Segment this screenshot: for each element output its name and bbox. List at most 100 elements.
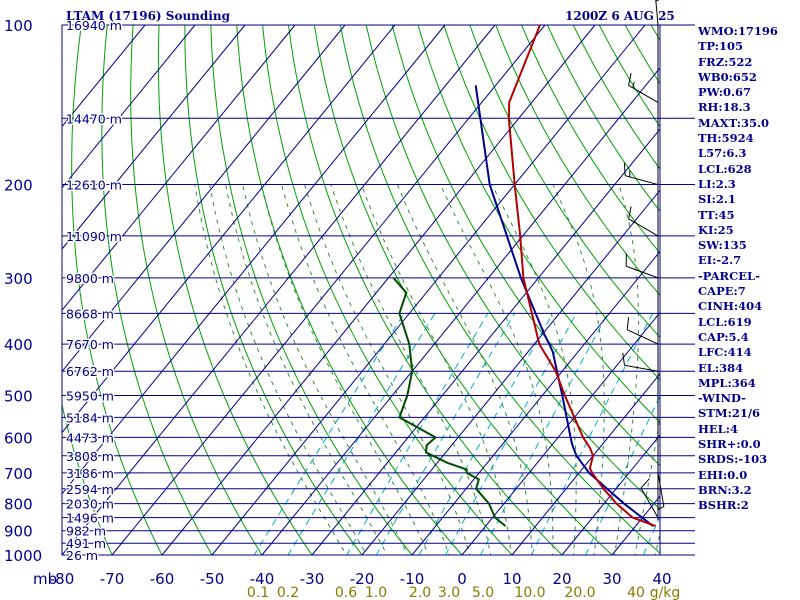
temperature-tick-label: -30 — [300, 570, 325, 588]
mixing-ratio-label: 3.0 — [438, 585, 460, 600]
moist-adiabat-line — [242, 184, 409, 555]
moist-adiabat-line — [552, 184, 605, 555]
dry-adiabat-line — [469, 25, 660, 339]
wind-barb-feather — [640, 478, 650, 489]
valid-time: 1200Z 6 AUG 25 — [565, 9, 675, 23]
isotherm-line — [61, 24, 446, 495]
index-item: KI:25 — [698, 222, 734, 237]
height-label: 11090 m — [66, 229, 122, 244]
index-item: LCL:628 — [698, 161, 752, 176]
wind-barb-staff — [628, 84, 659, 103]
mixing-ratio-label: 0.1 — [247, 585, 269, 600]
wind-barb-feather — [626, 317, 630, 330]
wind-barb — [625, 253, 659, 279]
temperature-tick-label: 10 — [502, 570, 521, 588]
moist-adiabat-line — [260, 184, 429, 555]
mixing-ratio-label: 20.0 — [564, 585, 595, 600]
isotherm-line — [261, 67, 661, 556]
index-item: STM:21/6 — [698, 406, 761, 421]
isotherm-line — [161, 24, 596, 556]
temperature-tick-label: -40 — [250, 570, 275, 588]
wind-barb-feather — [628, 206, 632, 219]
height-label: 5184 m — [66, 410, 114, 425]
wind-profile — [622, 0, 665, 520]
height-label: 5950 m — [66, 388, 114, 403]
temperature-tick-label: 20 — [552, 570, 571, 588]
dry-adiabat-line — [365, 25, 660, 510]
index-item: SHR+:0.0 — [698, 437, 761, 452]
index-item: RH:18.3 — [698, 100, 751, 115]
wind-barb-staff — [624, 364, 659, 372]
wind-barb-staff — [657, 472, 665, 507]
isotherm-line — [511, 373, 661, 556]
height-label: 12610 m — [66, 178, 122, 193]
dewpoint-line — [392, 277, 507, 527]
wind-barb — [640, 478, 659, 518]
mixing-ratio-label: 10.0 — [514, 585, 545, 600]
dry-adiabat-line — [288, 25, 563, 555]
index-item: MPL:364 — [698, 375, 756, 390]
index-item: -PARCEL- — [698, 268, 760, 283]
moist-adiabat-line — [209, 184, 368, 555]
index-item: MAXT:35.0 — [698, 115, 769, 130]
mixing-ratio-line — [642, 514, 660, 555]
mixing-ratio-line — [287, 313, 436, 555]
isotherm-line — [61, 24, 496, 556]
isotherm-line — [61, 24, 196, 189]
pressure-unit-label: mb — [33, 570, 57, 588]
temperature-tick-label: -60 — [150, 570, 175, 588]
index-item: CAP:5.4 — [698, 329, 749, 344]
wind-barb-half-feather — [658, 505, 665, 510]
index-item: LCL:619 — [698, 314, 752, 329]
index-item: EHI:0.0 — [698, 467, 748, 482]
pressure-tick-label: 900 — [4, 523, 33, 541]
isotherm-line — [561, 434, 661, 556]
moist-adiabat-line — [614, 184, 639, 555]
pressure-tick-label: 700 — [4, 465, 33, 483]
sounding-indices: WMO:17196 TP:105 FRZ:522 WB0:652 PW:0.67 RH:1… — [698, 24, 778, 514]
moist-adiabat-line — [396, 184, 533, 555]
mixing-ratio-label: 40 — [627, 585, 645, 600]
wind-barb — [622, 352, 659, 372]
height-label: 6762 m — [66, 364, 114, 379]
isotherm-line — [61, 24, 296, 311]
moist-adiabat-line — [330, 184, 492, 555]
height-label: 26 m — [66, 548, 98, 563]
mixing-ratio-label: 5.0 — [472, 585, 494, 600]
index-item: CAPE:7 — [698, 284, 746, 299]
wind-barb-staff — [625, 265, 659, 279]
height-label: 2594 m — [66, 482, 114, 497]
height-label: 9800 m — [66, 271, 114, 286]
pressure-tick-label: 500 — [4, 387, 33, 405]
pressure-tick-label: 200 — [4, 177, 33, 195]
dry-adiabat-line — [236, 25, 463, 555]
dry-adiabat-line — [262, 25, 513, 555]
temperature-tick-label: -50 — [200, 570, 225, 588]
dry-adiabats — [62, 25, 800, 566]
index-item: WB0:652 — [698, 69, 757, 84]
index-item: EI:-2.7 — [698, 253, 742, 268]
pressure-tick-label: 100 — [4, 17, 33, 35]
temperature-tick-label: 40 — [652, 570, 671, 588]
mixing-ratio-line — [418, 313, 554, 555]
mixing-ratio-unit: g/kg — [650, 585, 681, 600]
index-item: TP:105 — [698, 39, 744, 54]
dry-adiabat-line — [781, 25, 800, 566]
wind-barb — [626, 317, 659, 345]
moist-adiabat-line — [491, 184, 577, 555]
moist-adiabat-line — [194, 184, 347, 555]
wind-barb-staff — [625, 175, 659, 186]
isotherm-line — [311, 128, 661, 556]
wind-barb — [628, 73, 659, 103]
dry-adiabat-line — [521, 25, 660, 254]
wind-barb — [655, 0, 660, 26]
temperature-tick-label: -10 — [400, 570, 425, 588]
temperature-tick-label: -70 — [100, 570, 125, 588]
temperature-tick-label: -80 — [50, 570, 75, 588]
dry-adiabat-line — [184, 25, 363, 555]
temperature-tick-label: 0 — [457, 570, 467, 588]
index-item: BRN:3.2 — [698, 482, 752, 497]
station-title: LTAM (17196) Sounding — [66, 9, 230, 23]
